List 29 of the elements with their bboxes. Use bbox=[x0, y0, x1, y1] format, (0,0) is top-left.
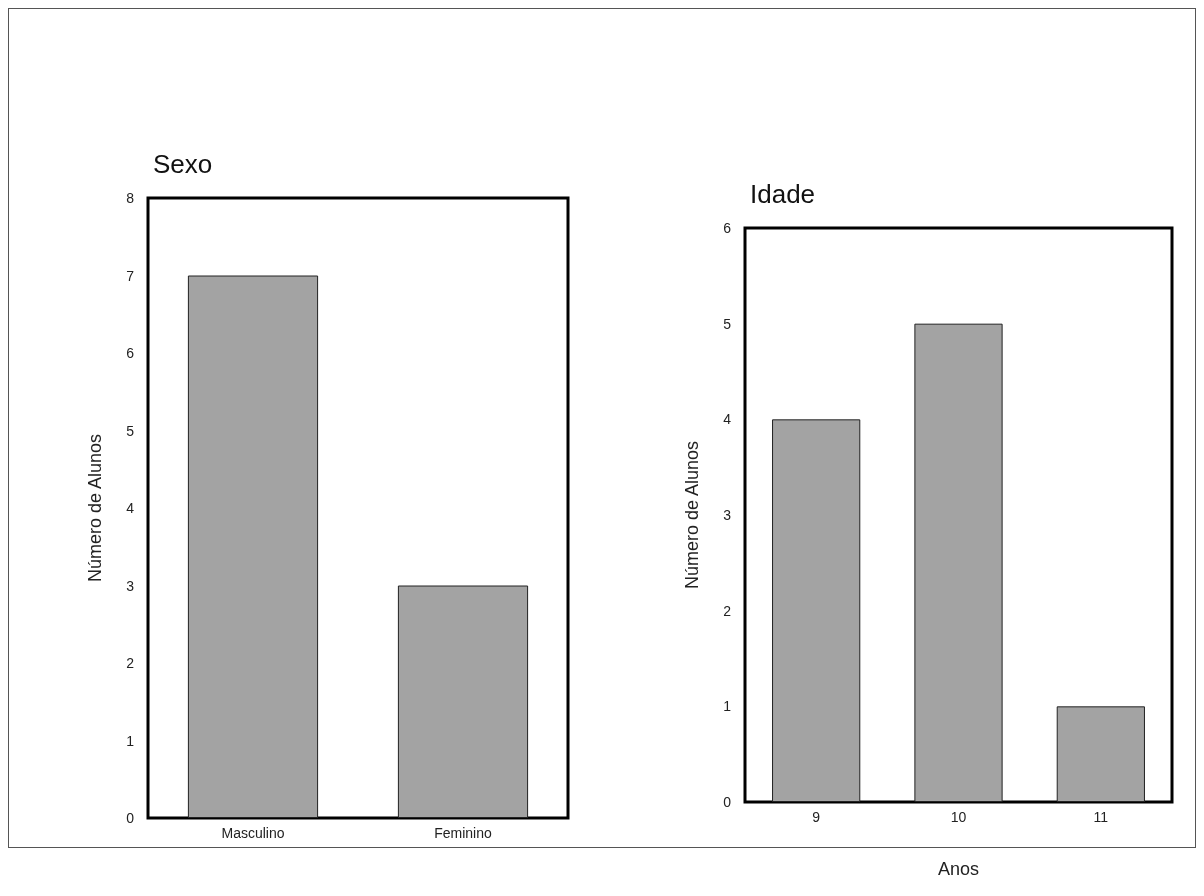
y-tick-label: 6 bbox=[126, 345, 135, 361]
x-tick-label: Feminino bbox=[434, 825, 492, 841]
x-tick-label: 10 bbox=[950, 809, 967, 825]
bar bbox=[772, 419, 861, 802]
y-tick-label: 0 bbox=[126, 810, 135, 826]
y-axis-title: Número de Alunos bbox=[85, 433, 105, 583]
chart-title: Sexo bbox=[153, 149, 213, 179]
y-tick-label: 4 bbox=[126, 500, 135, 516]
x-axis-title: Anos bbox=[937, 859, 980, 879]
y-tick-label: 7 bbox=[126, 267, 135, 284]
y-tick-label: 0 bbox=[723, 794, 732, 810]
y-axis-title: Número de Alunos bbox=[682, 440, 702, 590]
x-tick-label: Masculino bbox=[221, 825, 285, 841]
y-tick-label: 5 bbox=[126, 422, 135, 439]
x-tick-label: 9 bbox=[812, 809, 821, 825]
y-tick-label: 1 bbox=[126, 732, 135, 749]
bar bbox=[914, 323, 1003, 802]
y-tick-label: 5 bbox=[723, 315, 732, 332]
y-tick-label: 4 bbox=[723, 411, 732, 428]
y-tick-label: 8 bbox=[126, 190, 135, 206]
y-tick-label: 2 bbox=[126, 655, 135, 671]
x-tick-label: 11 bbox=[1093, 809, 1109, 825]
y-tick-label: 1 bbox=[723, 698, 732, 715]
chart-title: Idade bbox=[750, 179, 816, 209]
y-tick-label: 3 bbox=[723, 507, 732, 523]
y-tick-label: 2 bbox=[723, 602, 732, 619]
y-tick-label: 6 bbox=[723, 220, 732, 236]
y-tick-label: 3 bbox=[126, 577, 135, 594]
bar bbox=[1056, 706, 1145, 802]
